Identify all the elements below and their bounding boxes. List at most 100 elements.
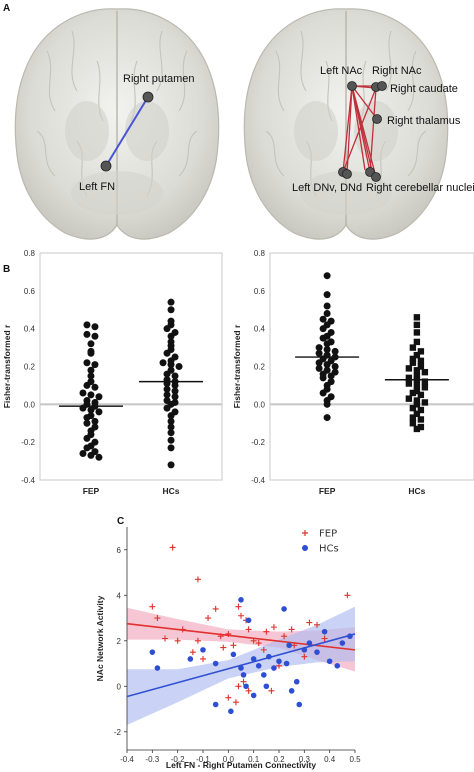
legend-hc-label: HCs bbox=[319, 544, 339, 555]
x-tick-label: -0.2 bbox=[171, 755, 185, 764]
y-tick-label: 0.0 bbox=[254, 400, 266, 409]
data-point bbox=[167, 361, 175, 369]
hc-data-point bbox=[296, 701, 303, 708]
hc-data-point bbox=[250, 692, 257, 699]
label-left-nac: Left NAc bbox=[320, 65, 363, 77]
fep-data-point bbox=[225, 630, 232, 637]
data-point-square bbox=[421, 368, 429, 376]
fep-data-point bbox=[200, 655, 206, 662]
y-tick-label: 0.8 bbox=[254, 249, 266, 258]
fep-regression-line bbox=[126, 622, 356, 651]
fep-data-point bbox=[291, 642, 298, 649]
fn-putamen-connection bbox=[105, 96, 149, 167]
data-point-square bbox=[413, 321, 421, 329]
fep-data-point bbox=[250, 637, 257, 644]
y-tick-label: 0.2 bbox=[24, 363, 36, 372]
data-point-square bbox=[417, 363, 425, 370]
hc-data-point bbox=[212, 660, 219, 667]
x-tick-label: 0.1 bbox=[248, 755, 260, 764]
fep-data-point bbox=[306, 619, 313, 626]
fep-data-point bbox=[230, 642, 237, 649]
x-tick-label: 0.5 bbox=[349, 755, 361, 764]
data-point bbox=[91, 383, 99, 391]
data-point-square bbox=[413, 425, 421, 433]
data-point bbox=[87, 372, 95, 380]
data-point bbox=[79, 450, 87, 458]
hc-data-point bbox=[243, 683, 249, 690]
y-tick-label: 0.4 bbox=[24, 325, 36, 334]
fep-data-point bbox=[162, 635, 168, 642]
label-left-dnv-dnd: Left DNv, DNd bbox=[292, 182, 362, 194]
data-point bbox=[163, 385, 171, 393]
data-point bbox=[323, 400, 331, 408]
panel-a-letter: A bbox=[3, 3, 10, 14]
fep-data-point bbox=[314, 621, 320, 628]
data-point-square bbox=[417, 416, 425, 423]
y-tick-label: 0 bbox=[117, 682, 122, 691]
right-caudate-node bbox=[377, 81, 387, 91]
y-tick-label: 6 bbox=[117, 546, 122, 555]
data-point bbox=[323, 302, 331, 310]
nac-network-connections bbox=[342, 85, 382, 178]
hc-data-point bbox=[187, 656, 194, 662]
data-point bbox=[319, 374, 327, 382]
data-point bbox=[171, 387, 179, 395]
data-point bbox=[83, 434, 91, 442]
legend-fep-marker bbox=[302, 530, 308, 536]
right-thalamus-node bbox=[372, 114, 382, 124]
fep-data-point bbox=[245, 687, 252, 694]
x-tick-label: 0.3 bbox=[299, 755, 311, 764]
y-tick-label: 4 bbox=[117, 591, 122, 600]
data-point bbox=[323, 272, 331, 280]
y-tick-label: 0.8 bbox=[24, 249, 36, 258]
hc-data-point bbox=[276, 658, 282, 665]
regression-scatter-chart: -0.4 -0.3 -0.2 -0.1 0.0 0.1 0.2 0.3 0.4 0.5 6 4 2 0 -2… bbox=[95, 527, 361, 770]
data-point bbox=[163, 370, 171, 378]
data-point-square bbox=[409, 359, 417, 366]
data-point-square bbox=[409, 404, 417, 412]
data-point bbox=[175, 363, 183, 370]
left-fn-node bbox=[100, 160, 112, 172]
right-cerebellar-node-2 bbox=[371, 172, 381, 182]
data-point bbox=[163, 391, 171, 399]
data-point bbox=[331, 363, 339, 370]
data-point-square bbox=[409, 344, 417, 351]
data-point-square bbox=[417, 406, 425, 414]
data-point bbox=[315, 349, 323, 357]
hc-data-point bbox=[245, 617, 252, 624]
x-tick-label: -0.3 bbox=[145, 755, 159, 764]
fep-data-point bbox=[169, 544, 176, 551]
data-point bbox=[171, 372, 179, 380]
data-point bbox=[319, 334, 327, 342]
hc-data-point bbox=[238, 665, 244, 671]
hc-data-point bbox=[301, 647, 308, 653]
data-point-square bbox=[413, 314, 421, 321]
label-left-fn: Left FN bbox=[79, 181, 115, 193]
fep-data-point bbox=[194, 637, 201, 644]
label-right-cerebellar-nuclei: Right cerebellar nuclei bbox=[366, 182, 474, 194]
data-point bbox=[167, 461, 175, 469]
data-point bbox=[323, 291, 331, 299]
x-tick-label: -0.4 bbox=[120, 755, 134, 764]
data-point bbox=[319, 315, 327, 323]
fep-data-point bbox=[270, 624, 277, 631]
hc-data-point bbox=[293, 678, 300, 685]
hc-data-point bbox=[263, 683, 270, 690]
data-point-square bbox=[417, 423, 425, 431]
y-tick-label: 0.6 bbox=[24, 287, 36, 296]
fep-data-point bbox=[189, 649, 196, 656]
fep-data-point bbox=[281, 633, 288, 640]
data-point bbox=[167, 332, 175, 340]
data-point bbox=[91, 332, 99, 340]
dot-strip-chart-right: 0.8 0.6 0.4 0.2 0.0 -0.2 -0.4 Fisher-transforme… bbox=[232, 249, 474, 496]
hc-data-point bbox=[149, 649, 156, 655]
data-point bbox=[83, 330, 91, 338]
data-point bbox=[163, 325, 171, 333]
y-axis-label: Fisher-transformed r bbox=[2, 324, 12, 408]
hc-data-point bbox=[230, 651, 237, 658]
x-axis-label: Left FN - Right Putamen Connectivity bbox=[166, 760, 316, 770]
data-point bbox=[87, 451, 95, 459]
data-point bbox=[167, 423, 175, 431]
x-tick-label: -0.1 bbox=[196, 755, 210, 764]
